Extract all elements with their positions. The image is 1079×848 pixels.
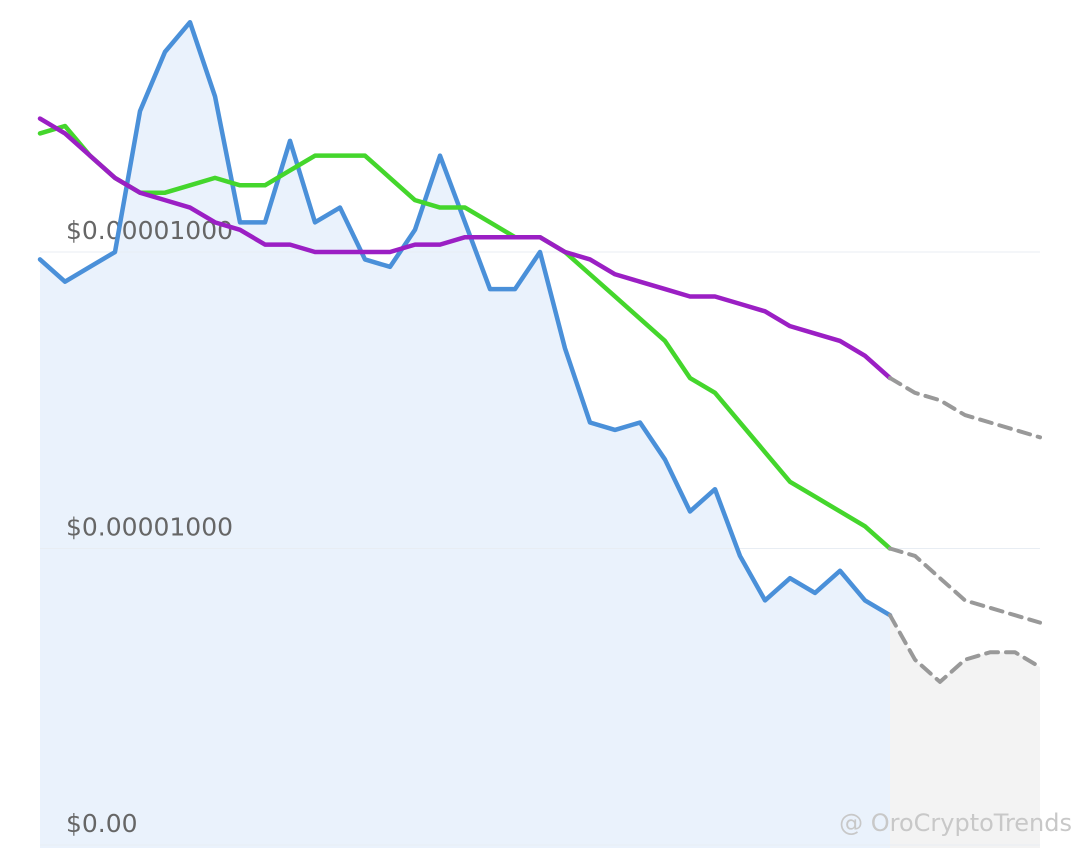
y-tick-label: $0.00001000 <box>66 513 233 542</box>
series-line <box>37 19 893 618</box>
y-tick-label: $0.00 <box>66 809 138 838</box>
forecast-line <box>888 376 1042 440</box>
forecast-line <box>888 546 1042 625</box>
y-tick-label: $0.00001000 <box>66 216 233 245</box>
forecast-line <box>888 613 1042 684</box>
watermark: @ OroCryptoTrends <box>839 809 1072 837</box>
area-fill <box>40 22 890 848</box>
series-line <box>37 116 893 381</box>
series-line <box>37 123 893 551</box>
